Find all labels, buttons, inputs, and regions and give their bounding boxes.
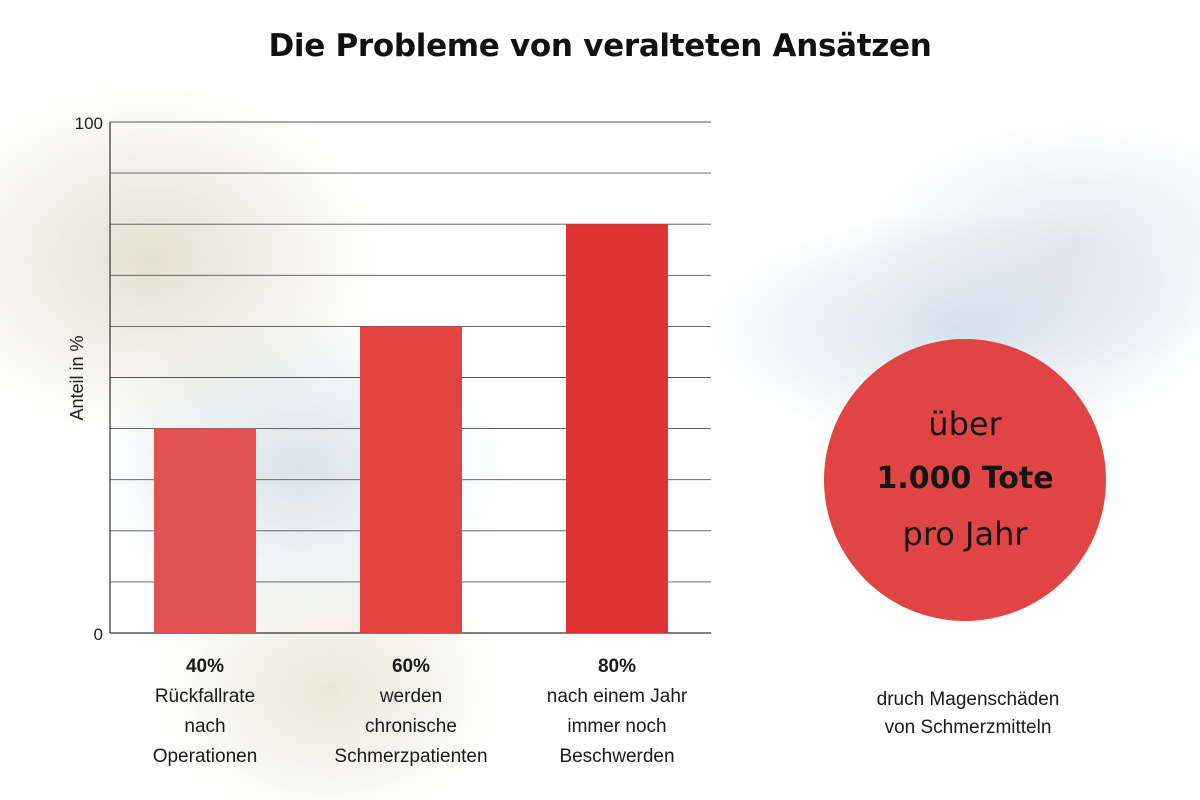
- bar-value-label: 60%: [391, 656, 431, 677]
- bars: [154, 224, 668, 633]
- y-tick-label-min: 0: [94, 625, 103, 644]
- bar: [360, 326, 462, 633]
- chart-title: Die Probleme von veralteten Ansätzen: [268, 28, 932, 64]
- category-label: 80% nach einem Jahr immer noch Beschwerde…: [517, 652, 717, 772]
- category-description: nach einem Jahr immer noch Beschwerden: [546, 686, 688, 767]
- callout-line-1: über: [928, 405, 1002, 443]
- bar: [566, 224, 668, 633]
- category-label: 60% werden chronische Schmerzpatienten: [311, 652, 511, 772]
- bar-value-label: 80%: [597, 656, 637, 677]
- y-axis-label: Anteil in %: [67, 335, 87, 420]
- deaths-callout-circle: über 1.000 Tote pro Jahr: [824, 339, 1106, 621]
- callout-note: druch Magenschäden von Schmerzmitteln: [876, 689, 1060, 738]
- callout-line-2: 1.000 Tote: [876, 461, 1054, 496]
- bar-value-label: 40%: [185, 656, 225, 677]
- callout-line-3: pro Jahr: [902, 515, 1028, 553]
- category-description: werden chronische Schmerzpatienten: [334, 686, 488, 767]
- category-description: Rückfallrate nach Operationen: [152, 686, 258, 767]
- y-tick-label-max: 100: [75, 114, 103, 133]
- category-label: 40% Rückfallrate nach Operationen: [105, 652, 305, 772]
- bar: [154, 428, 256, 633]
